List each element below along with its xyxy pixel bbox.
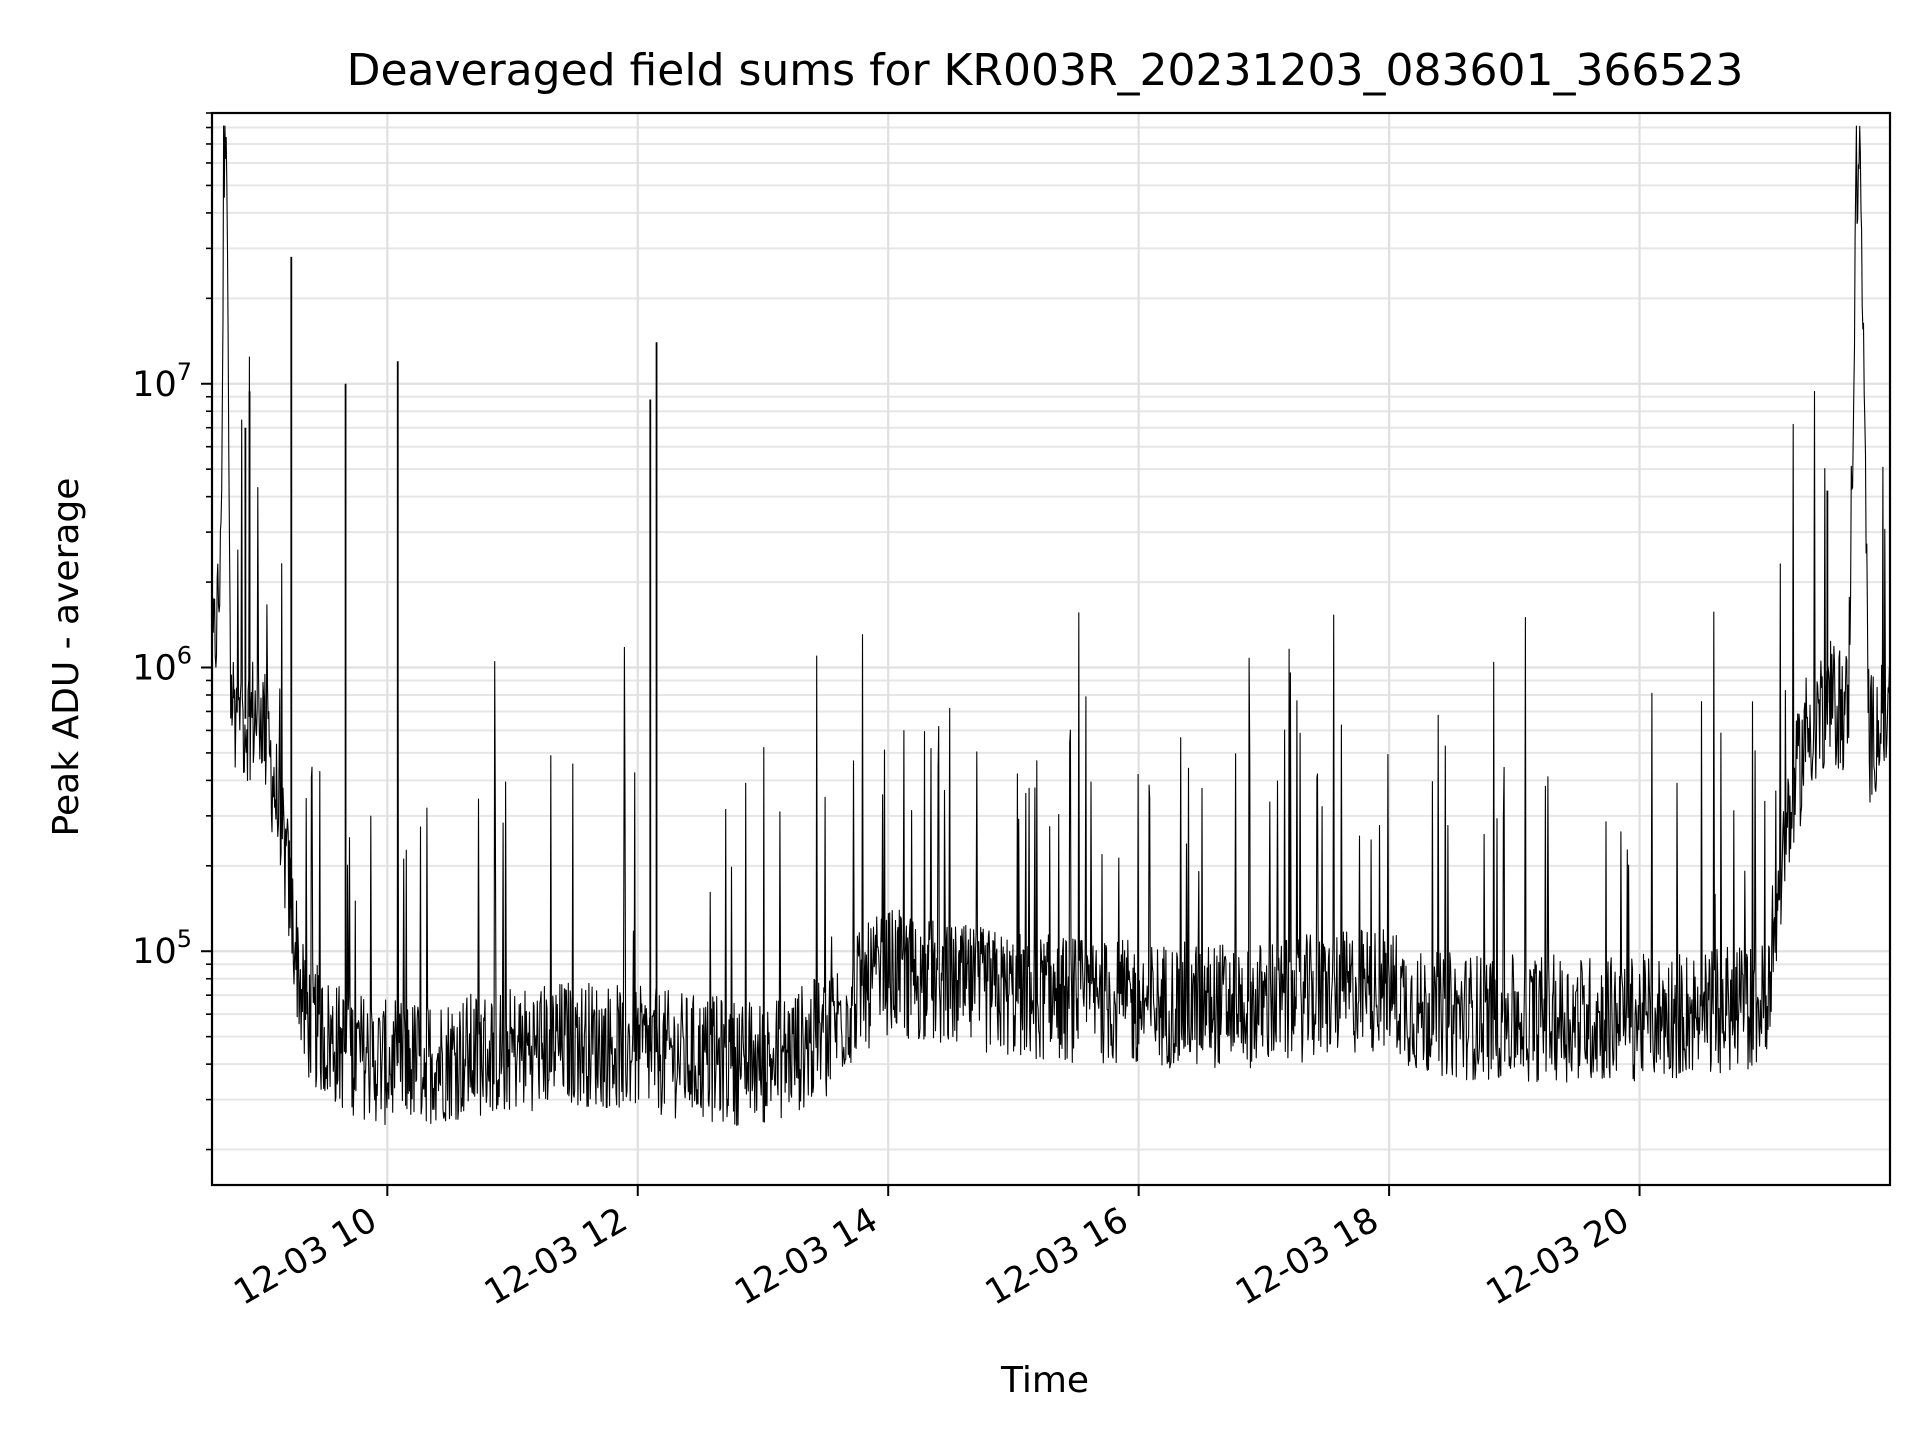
chart-title: Deaveraged field sums for KR003R_2023120… (347, 45, 1744, 96)
y-tick-label: 105 (132, 925, 192, 972)
data-layer (211, 125, 1891, 1126)
y-tick-label: 106 (132, 641, 192, 688)
plot-frame (210, 111, 1892, 1187)
y-tick-label: 107 (132, 358, 192, 405)
y-axis-label: Peak ADU - average (46, 478, 87, 837)
x-axis-label: Time (1000, 1360, 1089, 1401)
series-line (211, 125, 1891, 1126)
